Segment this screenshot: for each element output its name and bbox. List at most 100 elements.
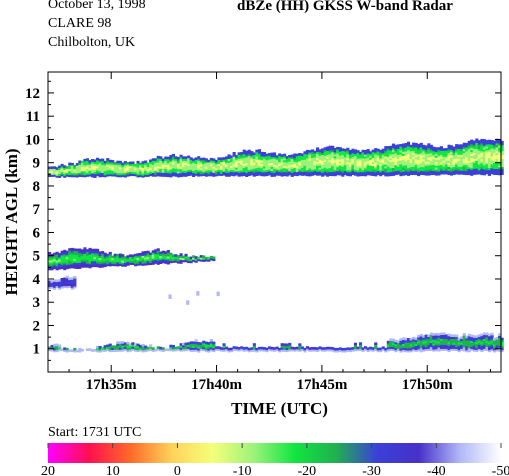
cell bbox=[308, 171, 312, 175]
cell bbox=[136, 160, 140, 164]
cell bbox=[285, 162, 289, 165]
cell bbox=[245, 162, 249, 166]
cell bbox=[480, 166, 484, 170]
cell bbox=[73, 248, 77, 251]
cell bbox=[399, 171, 403, 175]
cell bbox=[321, 168, 325, 171]
cell bbox=[487, 347, 491, 351]
cell bbox=[472, 335, 476, 338]
cell bbox=[275, 155, 279, 158]
cell bbox=[460, 148, 464, 151]
cell bbox=[93, 163, 97, 167]
cell bbox=[197, 162, 201, 165]
cell bbox=[55, 167, 59, 170]
cell bbox=[118, 162, 122, 166]
cell bbox=[500, 172, 504, 175]
cell bbox=[427, 342, 431, 345]
cell bbox=[485, 344, 489, 348]
cell bbox=[194, 341, 198, 344]
cell bbox=[445, 336, 449, 339]
cell bbox=[83, 160, 87, 164]
cell bbox=[280, 154, 284, 157]
cell bbox=[460, 166, 464, 169]
cell bbox=[470, 344, 474, 347]
cell bbox=[111, 171, 115, 175]
cell bbox=[348, 152, 352, 155]
cell bbox=[338, 170, 342, 174]
cell bbox=[108, 161, 112, 165]
cell bbox=[482, 336, 486, 339]
cell bbox=[500, 152, 504, 156]
cell bbox=[336, 152, 340, 156]
cell bbox=[247, 347, 251, 351]
cell bbox=[80, 160, 84, 164]
cell bbox=[432, 150, 436, 154]
cell bbox=[490, 154, 494, 157]
cell bbox=[305, 159, 309, 163]
cell bbox=[232, 167, 236, 171]
cell bbox=[131, 258, 135, 261]
cell bbox=[118, 168, 122, 172]
cell bbox=[462, 337, 466, 340]
cell bbox=[369, 348, 373, 352]
cell bbox=[475, 166, 479, 169]
cell bbox=[103, 256, 107, 260]
cell bbox=[50, 265, 54, 269]
cell bbox=[240, 171, 244, 175]
cell bbox=[275, 157, 279, 160]
cell bbox=[156, 250, 160, 253]
cell bbox=[288, 162, 292, 166]
cell bbox=[230, 173, 234, 176]
cell bbox=[417, 163, 421, 167]
cell bbox=[214, 163, 218, 167]
cell bbox=[442, 340, 446, 343]
cell bbox=[467, 146, 471, 150]
cell bbox=[144, 172, 148, 175]
cell bbox=[154, 348, 158, 352]
cell bbox=[144, 258, 148, 262]
cell bbox=[452, 146, 456, 150]
cell bbox=[232, 346, 236, 349]
cell bbox=[290, 346, 294, 350]
cell bbox=[374, 158, 378, 161]
cell bbox=[103, 347, 107, 350]
cell bbox=[419, 337, 423, 341]
cell bbox=[93, 262, 97, 266]
cell bbox=[182, 156, 186, 159]
cell bbox=[394, 345, 398, 349]
cell bbox=[427, 165, 431, 168]
cell bbox=[295, 153, 299, 157]
cell bbox=[407, 169, 411, 172]
cell bbox=[427, 336, 431, 340]
cell bbox=[399, 151, 403, 155]
cell bbox=[462, 166, 466, 169]
cell bbox=[285, 160, 289, 163]
cell bbox=[98, 253, 102, 256]
cell bbox=[166, 250, 170, 253]
cell bbox=[475, 335, 479, 338]
cell bbox=[414, 172, 418, 176]
cell bbox=[136, 166, 140, 170]
cell bbox=[343, 349, 347, 353]
cell bbox=[490, 140, 494, 143]
cell bbox=[149, 171, 153, 174]
cell bbox=[402, 171, 406, 174]
cell bbox=[467, 168, 471, 172]
cell bbox=[58, 346, 62, 350]
cell bbox=[328, 153, 332, 157]
cell bbox=[305, 155, 309, 159]
cell bbox=[60, 278, 64, 281]
cell bbox=[73, 264, 77, 267]
cell bbox=[101, 158, 105, 162]
cell bbox=[278, 169, 282, 172]
cell bbox=[402, 145, 406, 149]
cell bbox=[103, 166, 107, 170]
cell bbox=[487, 169, 491, 172]
cell bbox=[265, 165, 269, 169]
cell bbox=[364, 165, 368, 169]
cell bbox=[108, 347, 112, 351]
cell bbox=[154, 166, 158, 169]
cell bbox=[343, 160, 347, 164]
cell bbox=[366, 166, 370, 170]
cell bbox=[192, 174, 196, 177]
